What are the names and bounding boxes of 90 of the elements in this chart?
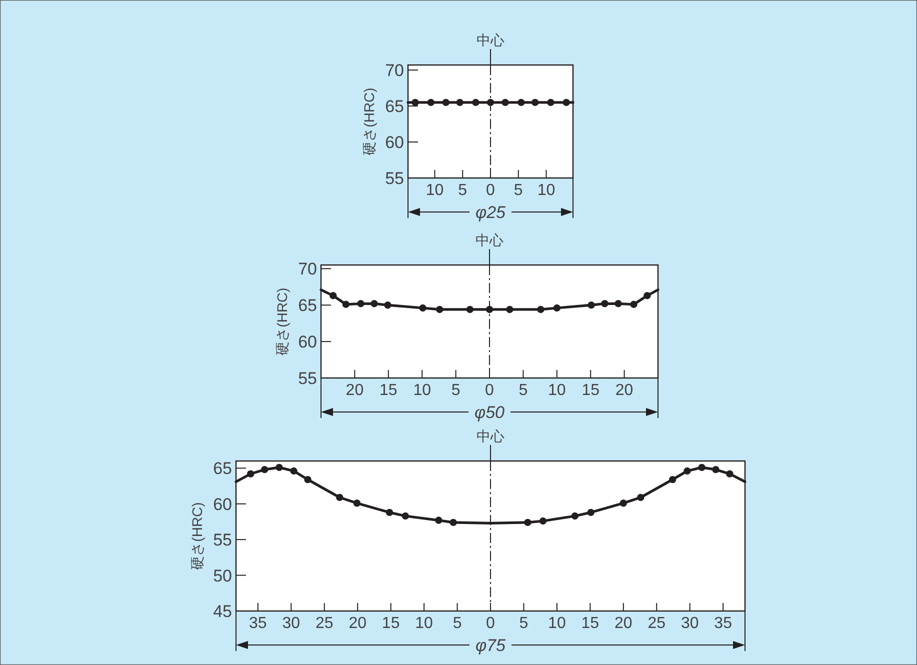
x-tick-label: 10 bbox=[548, 615, 566, 632]
point bbox=[290, 467, 298, 475]
point bbox=[247, 470, 254, 478]
x-tick-label: 10 bbox=[426, 182, 444, 199]
point bbox=[436, 306, 444, 314]
point bbox=[601, 300, 608, 308]
ref-line-label: 中心 bbox=[476, 232, 504, 248]
point bbox=[260, 466, 268, 474]
x-tick-label: 5 bbox=[452, 615, 462, 632]
x-tick-label: 20 bbox=[615, 382, 634, 399]
x-tick-label: 0 bbox=[486, 182, 496, 199]
point bbox=[553, 304, 560, 312]
y-tick-label: 65 bbox=[385, 97, 404, 116]
point bbox=[435, 516, 442, 524]
x-tick-label: 20 bbox=[348, 615, 367, 632]
x-tick-label: 5 bbox=[514, 182, 523, 199]
point bbox=[588, 301, 595, 309]
y-tick-label: 65 bbox=[213, 459, 232, 478]
point bbox=[342, 300, 350, 308]
x-tick-label: 0 bbox=[486, 615, 496, 632]
point bbox=[668, 476, 676, 484]
x-axis-title: φ25 bbox=[476, 203, 506, 222]
point bbox=[466, 306, 474, 314]
point bbox=[524, 518, 532, 526]
y-axis-title: 硬さ(HRC) bbox=[274, 288, 290, 356]
x-tick-label: 5 bbox=[458, 182, 468, 199]
y-tick-label: 60 bbox=[213, 494, 232, 514]
x-tick-label: 15 bbox=[582, 382, 600, 399]
y-tick-label: 70 bbox=[385, 61, 404, 80]
x-tick-label: 10 bbox=[415, 615, 434, 632]
x-tick-label: 10 bbox=[413, 382, 432, 399]
point bbox=[304, 476, 312, 484]
point bbox=[419, 304, 426, 312]
point bbox=[506, 306, 514, 314]
ref-line-label: 中心 bbox=[476, 428, 504, 444]
point bbox=[537, 306, 544, 314]
y-tick-label: 55 bbox=[385, 169, 404, 188]
point bbox=[571, 512, 578, 520]
point bbox=[620, 500, 627, 507]
point bbox=[336, 494, 344, 502]
point bbox=[587, 508, 594, 516]
point bbox=[450, 518, 457, 526]
point bbox=[486, 306, 494, 314]
point bbox=[684, 467, 691, 475]
point bbox=[637, 494, 644, 502]
y-tick-label: 55 bbox=[298, 369, 317, 388]
x-tick-label: 35 bbox=[714, 615, 732, 632]
x-axis-title: φ50 bbox=[474, 403, 506, 422]
point bbox=[357, 300, 364, 308]
point bbox=[370, 300, 378, 308]
x-tick-label: 15 bbox=[380, 382, 398, 399]
x-tick-label: 5 bbox=[451, 382, 460, 399]
x-tick-label: 25 bbox=[648, 615, 666, 632]
x-axis-title: φ75 bbox=[476, 636, 506, 655]
x-tick-label: 15 bbox=[581, 615, 600, 632]
x-tick-label: 30 bbox=[282, 615, 300, 632]
point bbox=[402, 512, 410, 520]
x-tick-label: 0 bbox=[485, 382, 494, 399]
point bbox=[386, 508, 394, 516]
point bbox=[614, 300, 622, 308]
point bbox=[353, 500, 361, 507]
y-tick-label: 70 bbox=[298, 260, 317, 279]
y-tick-label: 60 bbox=[298, 332, 317, 352]
x-tick-label: 10 bbox=[548, 382, 566, 399]
y-tick-label: 55 bbox=[213, 530, 232, 550]
x-tick-label: 35 bbox=[249, 615, 267, 632]
y-tick-label: 50 bbox=[213, 566, 232, 586]
x-tick-label: 5 bbox=[519, 615, 528, 632]
point bbox=[630, 300, 638, 308]
point bbox=[276, 464, 283, 472]
x-tick-label: 10 bbox=[537, 182, 556, 199]
x-tick-label: 5 bbox=[518, 382, 528, 399]
x-tick-label: 15 bbox=[382, 615, 400, 632]
y-tick-label: 60 bbox=[385, 133, 404, 152]
point bbox=[330, 292, 337, 300]
x-tick-label: 25 bbox=[315, 615, 334, 632]
x-tick-label: 20 bbox=[614, 615, 632, 632]
point bbox=[712, 466, 720, 474]
point bbox=[698, 464, 706, 472]
ref-line-label: 中心 bbox=[476, 32, 504, 48]
x-tick-label: 20 bbox=[346, 382, 364, 399]
y-axis-title: 硬さ(HRC) bbox=[361, 88, 377, 156]
y-axis-title: 硬さ(HRC) bbox=[189, 502, 205, 570]
point bbox=[726, 470, 734, 478]
point bbox=[644, 292, 651, 300]
y-tick-label: 45 bbox=[213, 602, 232, 621]
y-tick-label: 65 bbox=[298, 296, 317, 316]
point bbox=[539, 517, 547, 525]
point bbox=[384, 301, 392, 309]
x-tick-label: 30 bbox=[680, 615, 699, 632]
